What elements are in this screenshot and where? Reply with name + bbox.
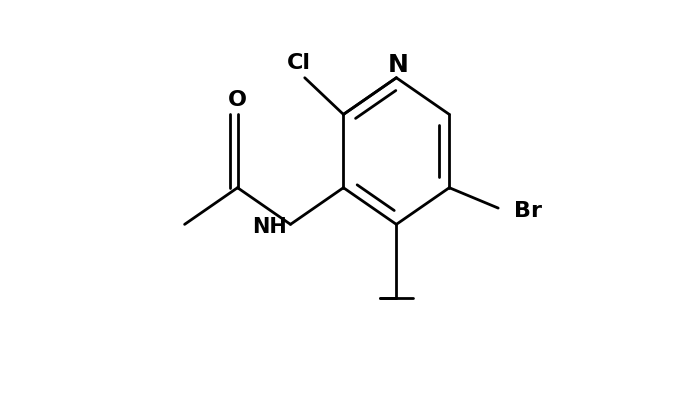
Text: N: N: [388, 52, 409, 76]
Text: Br: Br: [514, 201, 541, 220]
Text: Cl: Cl: [286, 53, 311, 73]
Text: O: O: [228, 90, 247, 110]
Text: NH: NH: [252, 217, 287, 237]
